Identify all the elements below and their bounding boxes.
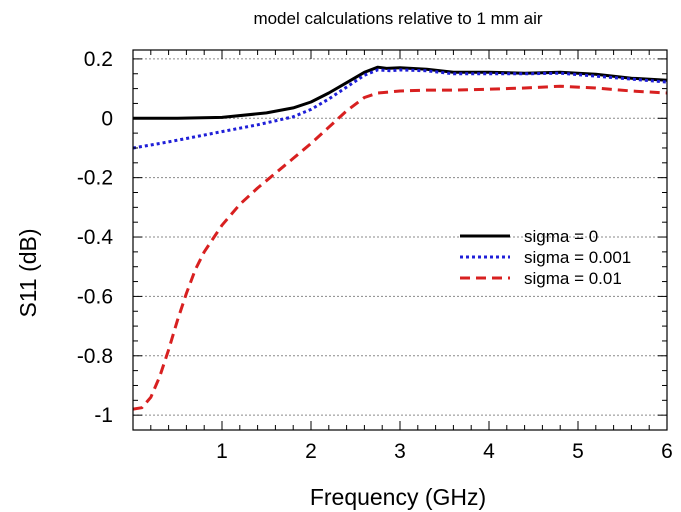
y-axis-label: S11 (dB): [15, 228, 41, 317]
x-tick-label: 2: [305, 440, 317, 463]
x-tick-label: 5: [572, 440, 584, 463]
y-tick-label: -0.6: [77, 285, 113, 308]
x-tick-label: 3: [394, 440, 406, 463]
legend: sigma = 0 sigma = 0.001 sigma = 0.01: [460, 227, 631, 288]
series-line: [133, 68, 667, 150]
y-tick-label: -1: [94, 404, 113, 427]
y-tick-label: 0.2: [84, 48, 113, 71]
legend-label: sigma = 0: [524, 227, 598, 246]
y-tick-label: -0.2: [77, 167, 113, 190]
y-tick-label: -0.8: [77, 345, 113, 368]
x-tick-label: 6: [661, 440, 673, 463]
series-lines: [133, 65, 667, 411]
x-tick-label: 1: [216, 440, 228, 463]
series-line: [133, 65, 667, 120]
legend-entry: sigma = 0.01: [460, 269, 622, 288]
y-tick-label: 0: [101, 107, 113, 130]
x-tick-label: 4: [483, 440, 495, 463]
series-line: [133, 84, 667, 411]
legend-label: sigma = 0.001: [524, 248, 631, 267]
y-tick-label: -0.4: [77, 226, 114, 249]
legend-entry: sigma = 0.001: [460, 248, 631, 267]
y-axis-tick-labels: -1 -0.8 -0.6 -0.4 -0.2 0 0.2: [77, 48, 114, 427]
x-axis-tick-labels: 1 2 3 4 5 6: [216, 440, 673, 463]
legend-label: sigma = 0.01: [524, 269, 622, 288]
legend-entry: sigma = 0: [460, 227, 598, 246]
x-axis-label: Frequency (GHz): [310, 484, 486, 510]
axis-ticks: [133, 50, 668, 430]
chart-title: model calculations relative to 1 mm air: [253, 9, 542, 28]
